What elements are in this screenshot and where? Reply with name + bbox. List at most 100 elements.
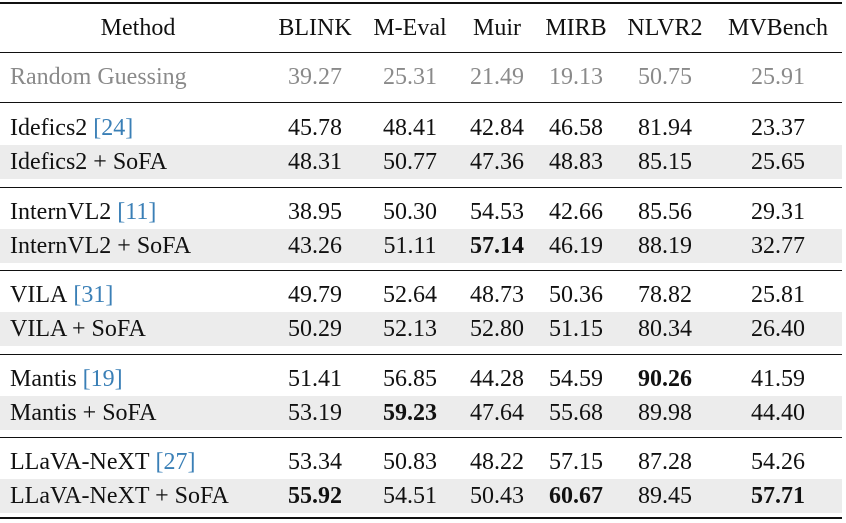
- value-cell: 45.78: [288, 115, 342, 141]
- header-cell: Muir: [473, 15, 521, 41]
- method-name: VILA: [10, 282, 68, 308]
- value-cell: 85.15: [638, 149, 692, 175]
- value-cell: 25.91: [751, 64, 805, 90]
- value-cell: 57.71: [751, 483, 805, 509]
- value-cell: 52.13: [383, 316, 437, 342]
- header-cell: MIRB: [545, 15, 607, 41]
- value-cell: 51.11: [383, 232, 437, 259]
- method-cell: LLaVA-NeXT [27]: [10, 450, 196, 474]
- value-cell: 44.28: [470, 365, 524, 392]
- value-cell: 81.94: [638, 115, 692, 141]
- value-cell: 52.80: [470, 316, 524, 342]
- value-cell: 88.19: [638, 232, 692, 259]
- value-cell: 47.64: [470, 399, 524, 426]
- value-cell: 49.79: [288, 282, 342, 308]
- value-cell: 42.66: [549, 198, 603, 225]
- value-cell: 47.36: [470, 149, 524, 175]
- citation[interactable]: [31]: [73, 282, 114, 308]
- method-name: Idefics2: [10, 115, 88, 141]
- method-cell: Idefics2 [24]: [10, 116, 133, 140]
- value-cell: 46.19: [549, 232, 603, 259]
- method-name: Mantis + SoFA: [10, 399, 157, 426]
- row-shade: [0, 312, 842, 346]
- value-cell: 48.22: [470, 449, 524, 475]
- method-name: Idefics2 + SoFA: [10, 149, 168, 175]
- method-name: InternVL2 + SoFA: [10, 232, 192, 259]
- value-cell: 25.81: [751, 282, 805, 308]
- value-cell: 56.85: [383, 365, 437, 392]
- value-cell: 32.77: [751, 232, 805, 259]
- row-shade: [0, 479, 842, 513]
- value-cell: 54.59: [549, 365, 603, 392]
- value-cell: 50.30: [383, 198, 437, 225]
- method-cell: LLaVA-NeXT + SoFA: [10, 484, 229, 508]
- method-name: VILA + SoFA: [10, 316, 146, 342]
- method-cell: Mantis + SoFA: [10, 401, 156, 425]
- value-cell: 50.36: [549, 282, 603, 308]
- method-name: Random Guessing: [10, 64, 187, 90]
- value-cell: 48.41: [383, 115, 437, 141]
- method-cell: InternVL2 + SoFA: [10, 234, 191, 258]
- row-shade: [0, 228, 842, 263]
- value-cell: 85.56: [638, 198, 692, 225]
- value-cell: 78.82: [638, 282, 692, 308]
- citation[interactable]: [19]: [82, 365, 123, 392]
- rule: [0, 517, 842, 519]
- value-cell: 53.19: [288, 399, 342, 426]
- value-cell: 54.53: [470, 198, 524, 225]
- value-cell: 38.95: [288, 198, 342, 225]
- value-cell: 25.65: [751, 149, 805, 175]
- value-cell: 19.13: [549, 64, 603, 90]
- value-cell: 48.31: [288, 149, 342, 175]
- value-cell: 80.34: [638, 316, 692, 342]
- rule: [0, 437, 842, 438]
- method-name: LLaVA-NeXT: [10, 449, 150, 475]
- value-cell: 48.83: [549, 149, 603, 175]
- value-cell: 54.51: [383, 483, 437, 509]
- citation[interactable]: [27]: [155, 449, 196, 475]
- value-cell: 51.15: [549, 316, 603, 342]
- citation[interactable]: [24]: [93, 115, 134, 141]
- rule: [0, 187, 842, 188]
- method-cell: InternVL2 [11]: [10, 200, 156, 224]
- value-cell: 51.41: [288, 365, 342, 392]
- method-cell: Random Guessing: [10, 65, 187, 89]
- rule: [0, 102, 842, 103]
- header-cell: NLVR2: [627, 15, 703, 41]
- value-cell: 50.83: [383, 449, 437, 475]
- method-cell: Mantis [19]: [10, 367, 123, 391]
- row-shade: [0, 145, 842, 179]
- header-cell: M-Eval: [373, 15, 447, 41]
- value-cell: 50.43: [470, 483, 524, 509]
- method-cell: VILA + SoFA: [10, 317, 146, 341]
- method-cell: VILA [31]: [10, 283, 113, 307]
- header-cell: MVBench: [728, 15, 828, 41]
- value-cell: 89.45: [638, 483, 692, 509]
- value-cell: 43.26: [288, 232, 342, 259]
- value-cell: 54.26: [751, 449, 805, 475]
- rule: [0, 354, 842, 355]
- value-cell: 60.67: [549, 483, 603, 509]
- citation[interactable]: [11]: [117, 198, 157, 225]
- value-cell: 42.84: [470, 115, 524, 141]
- method-name: LLaVA-NeXT + SoFA: [10, 483, 229, 509]
- value-cell: 46.58: [549, 115, 603, 141]
- value-cell: 59.23: [383, 399, 437, 426]
- value-cell: 44.40: [751, 399, 805, 426]
- value-cell: 48.73: [470, 282, 524, 308]
- value-cell: 57.14: [470, 232, 524, 259]
- rule: [0, 52, 842, 53]
- value-cell: 90.26: [638, 365, 692, 392]
- value-cell: 25.31: [383, 64, 437, 90]
- value-cell: 50.77: [383, 149, 437, 175]
- method-cell: Idefics2 + SoFA: [10, 150, 167, 174]
- value-cell: 50.75: [638, 64, 692, 90]
- value-cell: 53.34: [288, 449, 342, 475]
- value-cell: 87.28: [638, 449, 692, 475]
- value-cell: 57.15: [549, 449, 603, 475]
- value-cell: 89.98: [638, 399, 692, 426]
- value-cell: 29.31: [751, 198, 805, 225]
- value-cell: 55.92: [288, 483, 342, 509]
- header-cell: Method: [100, 15, 176, 41]
